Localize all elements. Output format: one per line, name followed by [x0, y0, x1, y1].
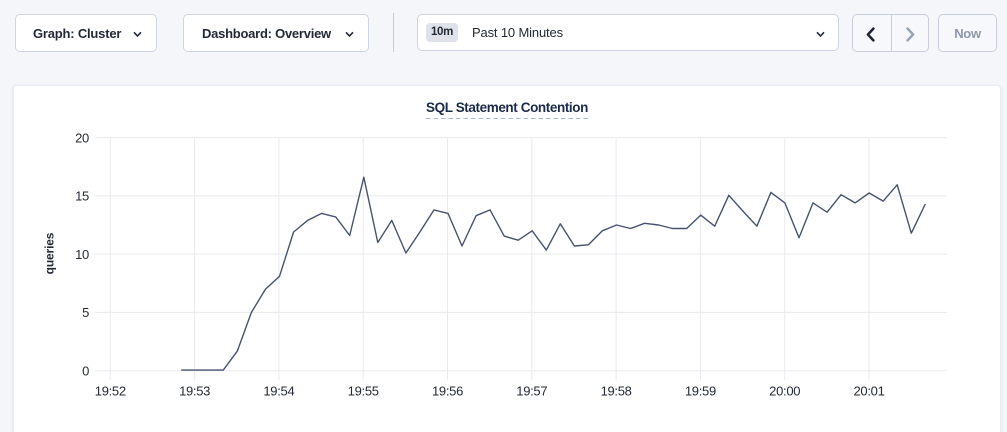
svg-text:0: 0	[82, 364, 89, 379]
svg-text:5: 5	[82, 305, 89, 320]
svg-text:19:53: 19:53	[179, 384, 210, 399]
svg-text:20:01: 20:01	[853, 384, 884, 399]
svg-text:19:55: 19:55	[348, 384, 379, 399]
svg-text:queries: queries	[43, 232, 57, 274]
svg-text:19:54: 19:54	[263, 384, 294, 399]
svg-text:20: 20	[75, 130, 89, 145]
svg-text:19:57: 19:57	[516, 384, 547, 399]
svg-text:19:52: 19:52	[95, 384, 126, 399]
svg-text:19:58: 19:58	[601, 384, 632, 399]
svg-text:19:59: 19:59	[685, 384, 716, 399]
svg-text:10: 10	[75, 247, 89, 262]
svg-text:20:00: 20:00	[769, 384, 800, 399]
svg-text:15: 15	[75, 189, 89, 204]
svg-text:19:56: 19:56	[432, 384, 463, 399]
